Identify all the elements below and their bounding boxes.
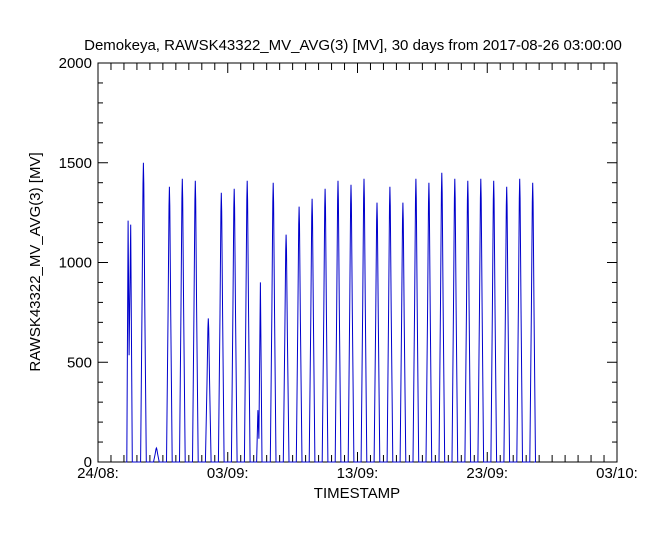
y-tick-label: 0 bbox=[84, 454, 92, 471]
y-tick-label: 1500 bbox=[59, 155, 92, 172]
y-tick-label: 1000 bbox=[59, 255, 92, 272]
x-tick-label: 13/09: bbox=[337, 465, 379, 482]
y-tick-label: 2000 bbox=[59, 55, 92, 72]
y-tick-label: 500 bbox=[67, 354, 92, 371]
plot-frame bbox=[97, 62, 618, 463]
x-tick-label: 03/09: bbox=[207, 465, 249, 482]
y-axis-label: RAWSK43322_MV_AVG(3) [MV] bbox=[27, 152, 44, 371]
series-line bbox=[125, 162, 537, 463]
y-tick-labels: 0 500 1000 1500 2000 bbox=[59, 55, 92, 471]
chart-title: Demokeya, RAWSK43322_MV_AVG(3) [MV], 30 … bbox=[84, 37, 622, 54]
axis-ticks bbox=[97, 62, 618, 463]
x-tick-label: 23/09: bbox=[466, 465, 508, 482]
x-axis-label: TIMESTAMP bbox=[314, 485, 400, 502]
x-tick-label: 03/10: bbox=[596, 465, 638, 482]
x-tick-labels: 24/08: 03/09: 13/09: 23/09: 03/10: bbox=[77, 465, 638, 482]
x-tick-label: 24/08: bbox=[77, 465, 119, 482]
